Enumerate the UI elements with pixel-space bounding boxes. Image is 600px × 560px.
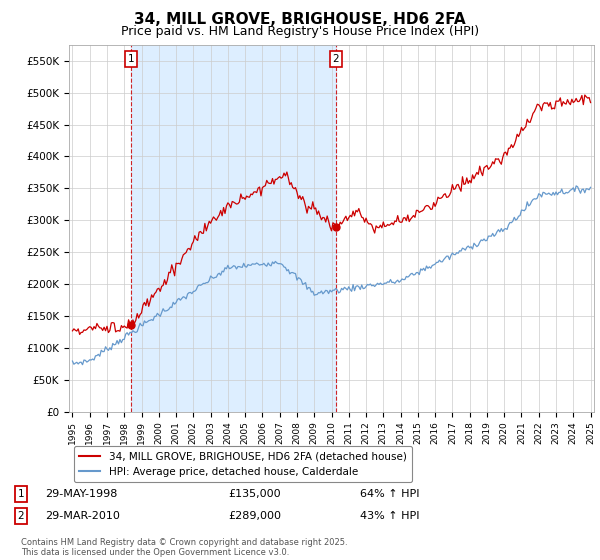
Text: 29-MAR-2010: 29-MAR-2010	[45, 511, 120, 521]
Text: £289,000: £289,000	[228, 511, 281, 521]
Text: £135,000: £135,000	[228, 489, 281, 499]
Text: 64% ↑ HPI: 64% ↑ HPI	[360, 489, 419, 499]
Text: 34, MILL GROVE, BRIGHOUSE, HD6 2FA: 34, MILL GROVE, BRIGHOUSE, HD6 2FA	[134, 12, 466, 27]
Bar	[131, 45, 335, 412]
Text: 2: 2	[17, 511, 25, 521]
Text: Price paid vs. HM Land Registry's House Price Index (HPI): Price paid vs. HM Land Registry's House …	[121, 25, 479, 38]
Text: 29-MAY-1998: 29-MAY-1998	[45, 489, 118, 499]
Text: 43% ↑ HPI: 43% ↑ HPI	[360, 511, 419, 521]
Text: 1: 1	[17, 489, 25, 499]
Text: 2: 2	[332, 54, 339, 64]
Legend: 34, MILL GROVE, BRIGHOUSE, HD6 2FA (detached house), HPI: Average price, detache: 34, MILL GROVE, BRIGHOUSE, HD6 2FA (deta…	[74, 446, 412, 482]
Text: 1: 1	[128, 54, 134, 64]
Text: Contains HM Land Registry data © Crown copyright and database right 2025.
This d: Contains HM Land Registry data © Crown c…	[21, 538, 347, 557]
